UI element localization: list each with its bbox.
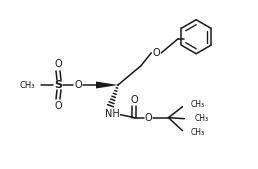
Text: O: O [145, 113, 152, 123]
Text: O: O [74, 80, 82, 90]
Text: CH₃: CH₃ [20, 80, 35, 90]
Text: CH₃: CH₃ [190, 128, 205, 137]
Text: O: O [131, 95, 138, 105]
Polygon shape [96, 81, 118, 89]
Text: CH₃: CH₃ [190, 100, 205, 109]
Text: S: S [54, 80, 62, 90]
Text: O: O [54, 59, 62, 69]
Text: O: O [152, 48, 160, 58]
Text: NH: NH [105, 109, 120, 119]
Text: CH₃: CH₃ [195, 114, 209, 123]
Text: O: O [54, 101, 62, 111]
